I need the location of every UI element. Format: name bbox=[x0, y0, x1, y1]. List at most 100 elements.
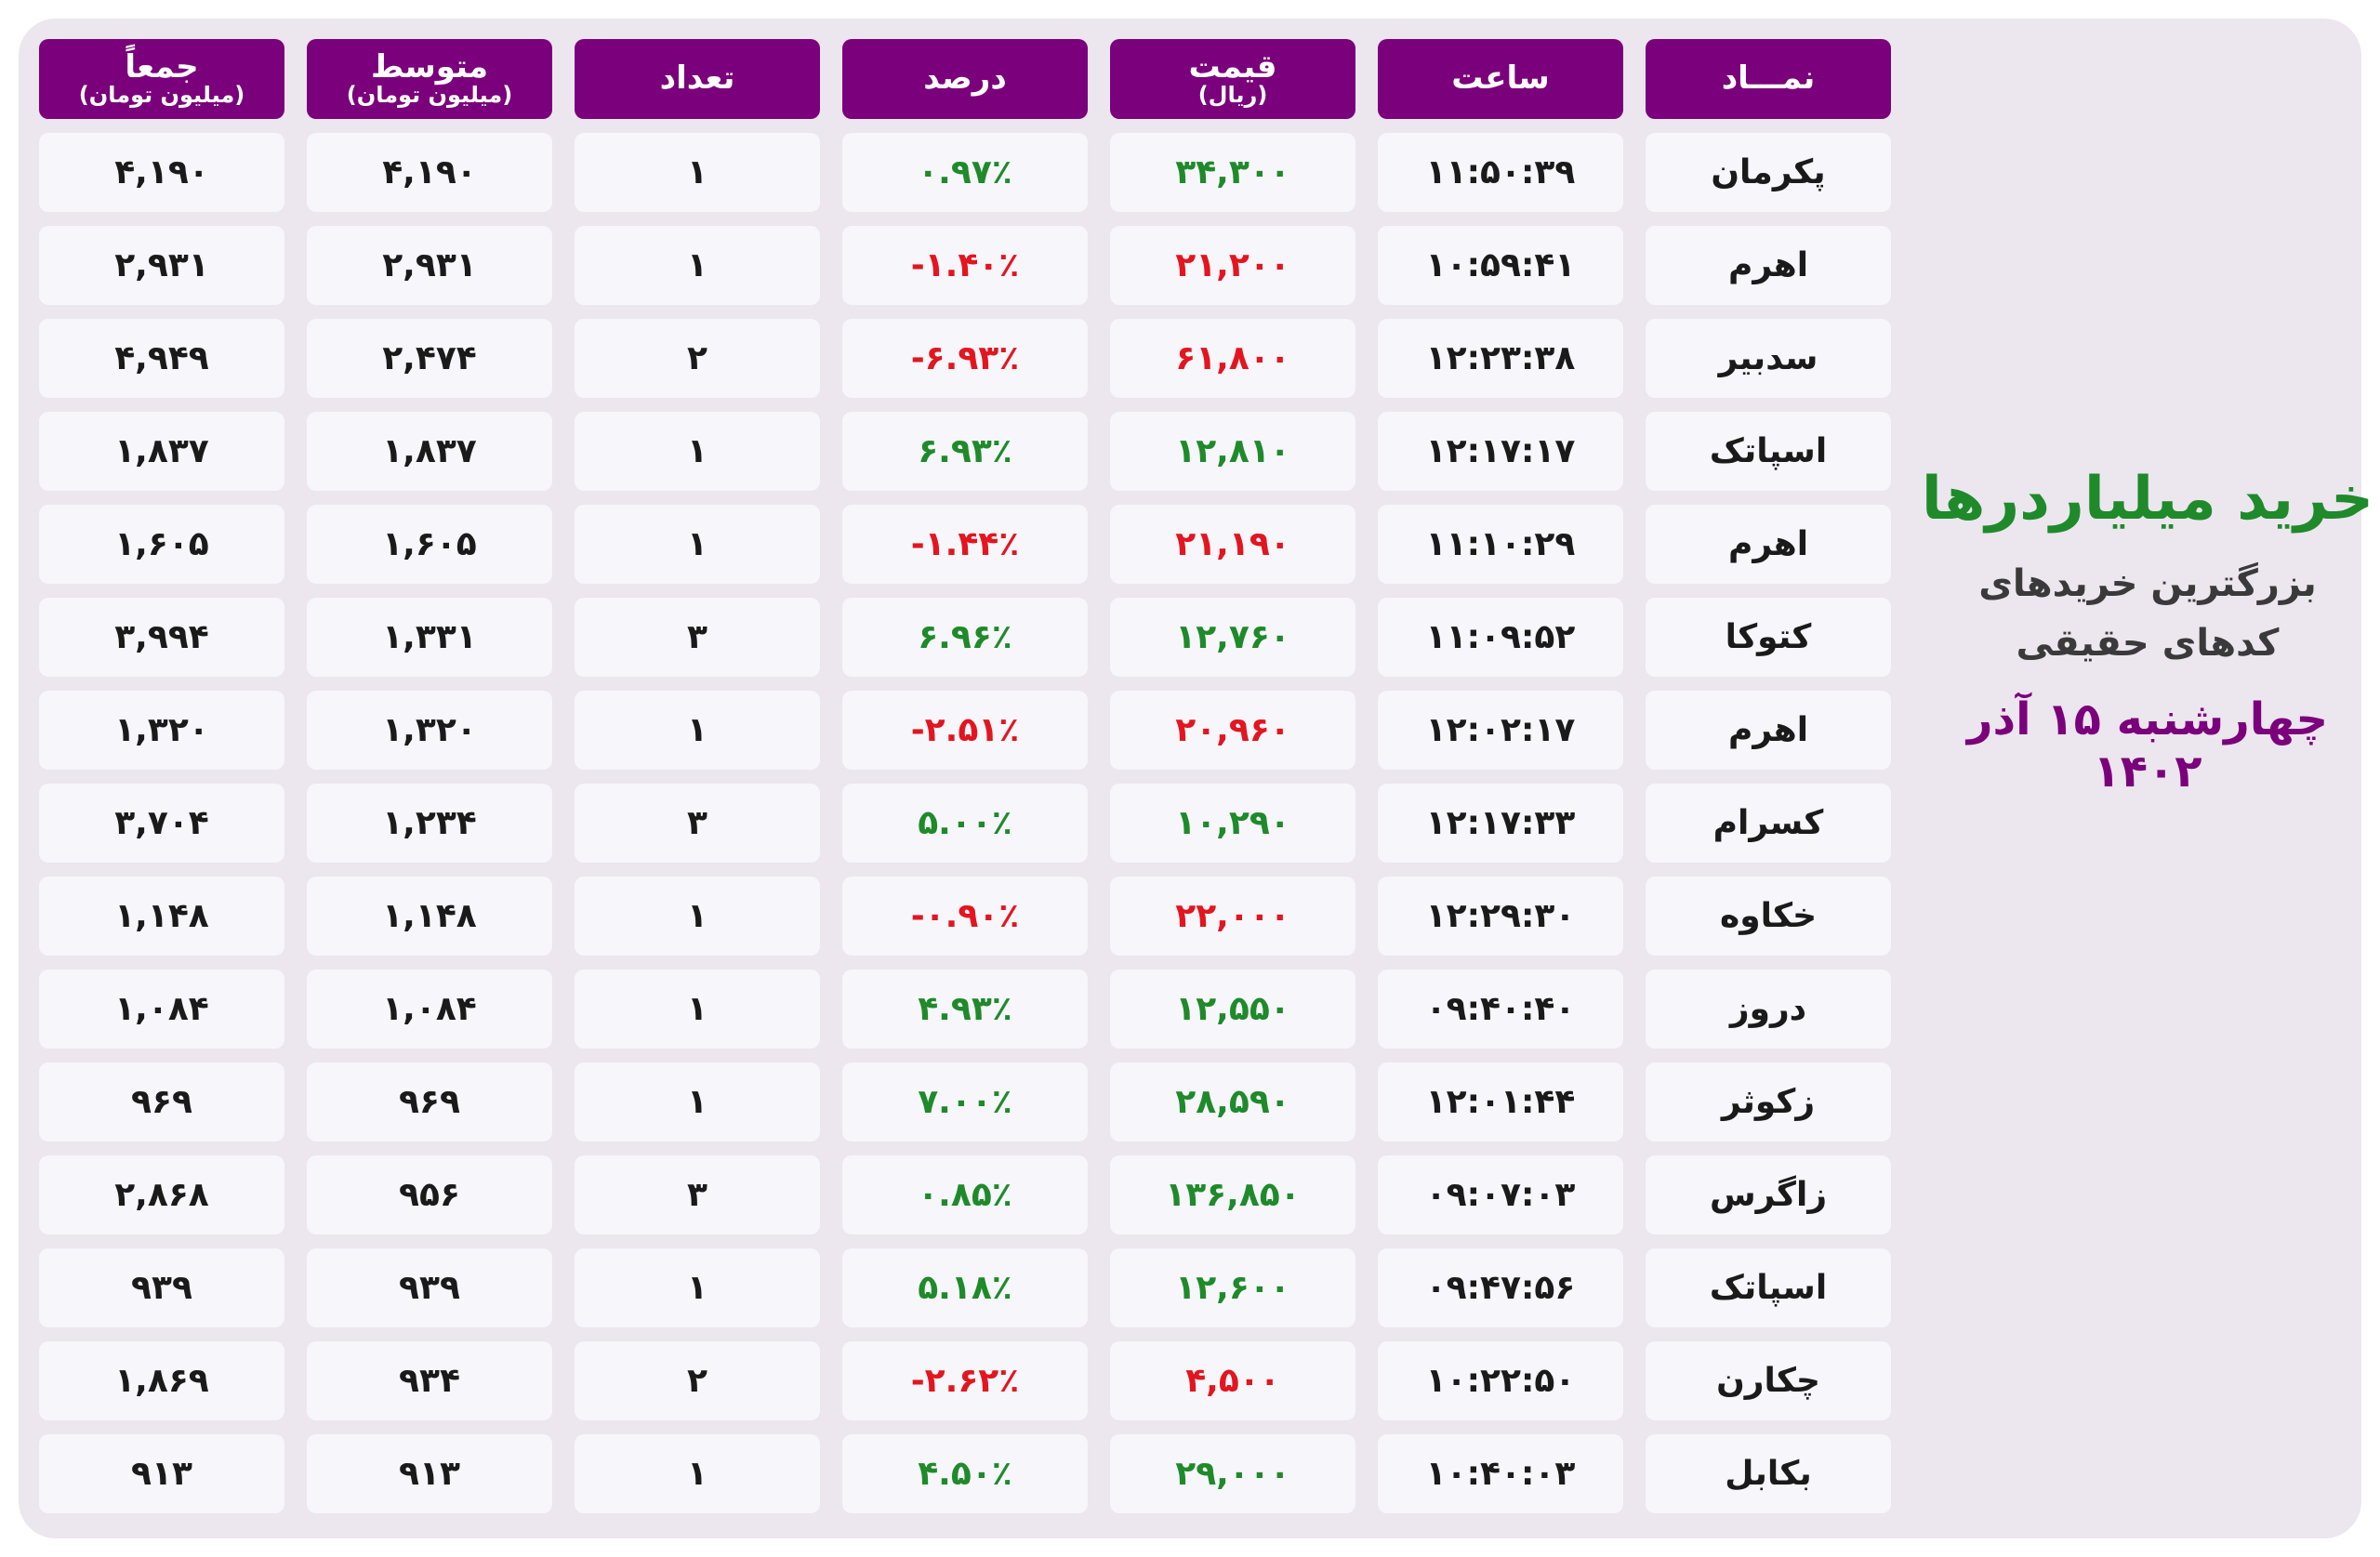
cell-avg: ۹۳۴ bbox=[307, 1341, 552, 1420]
cell-percent: ۶.۹۳٪ bbox=[842, 412, 1088, 491]
cell-time: ۱۲:۲۹:۳۰ bbox=[1378, 877, 1623, 956]
cell-percent: ۴.۵۰٪ bbox=[842, 1434, 1088, 1513]
cell-symbol: کتوکا bbox=[1646, 598, 1891, 677]
cell-time: ۱۲:۱۷:۱۷ bbox=[1378, 412, 1623, 491]
report-date: چهارشنبه ۱۵ آذر ۱۴۰۲ bbox=[1966, 693, 2329, 798]
cell-price: ۲۸,۵۹۰ bbox=[1110, 1062, 1355, 1141]
subtitle-line-2: کدهای حقیقی bbox=[2016, 622, 2280, 665]
cell-count: ۳ bbox=[575, 598, 820, 677]
cell-price: ۱۲,۵۵۰ bbox=[1110, 970, 1355, 1049]
cell-total: ۹۱۳ bbox=[39, 1434, 284, 1513]
cell-avg: ۲,۹۳۱ bbox=[307, 226, 552, 305]
cell-symbol: اسپاتک bbox=[1646, 1248, 1891, 1327]
cell-total: ۱,۸۳۷ bbox=[39, 412, 284, 491]
report-subtitle: بزرگترین خریدهای کدهای حقیقی bbox=[1915, 554, 2380, 673]
cell-percent: ۰.۸۵٪ bbox=[842, 1155, 1088, 1234]
cell-count: ۱ bbox=[575, 1062, 820, 1141]
cell-percent: -۰.۹۰٪ bbox=[842, 877, 1088, 956]
cell-time: ۱۲:۰۲:۱۷ bbox=[1378, 691, 1623, 770]
cell-total: ۹۳۹ bbox=[39, 1248, 284, 1327]
cell-price: ۶۱,۸۰۰ bbox=[1110, 319, 1355, 398]
cell-price: ۱۳۶,۸۵۰ bbox=[1110, 1155, 1355, 1234]
header-time: ساعت bbox=[1378, 39, 1623, 119]
cell-avg: ۹۵۶ bbox=[307, 1155, 552, 1234]
cell-avg: ۱,۰۸۴ bbox=[307, 970, 552, 1049]
trades-table: جمعاً (میلیون تومان) متوسط (میلیون تومان) تع… bbox=[39, 39, 1891, 1513]
cell-price: ۲۱,۱۹۰ bbox=[1110, 505, 1355, 584]
cell-symbol: زاگرس bbox=[1646, 1155, 1891, 1234]
cell-total: ۴,۱۹۰ bbox=[39, 133, 284, 212]
cell-count: ۳ bbox=[575, 1155, 820, 1234]
cell-count: ۳ bbox=[575, 784, 820, 863]
cell-time: ۱۰:۴۰:۰۳ bbox=[1378, 1434, 1623, 1513]
cell-count: ۱ bbox=[575, 1434, 820, 1513]
cell-total: ۱,۳۲۰ bbox=[39, 691, 284, 770]
cell-symbol: بکابل bbox=[1646, 1434, 1891, 1513]
header-label: نمـــاد bbox=[1721, 59, 1816, 98]
cell-avg: ۱,۶۰۵ bbox=[307, 505, 552, 584]
cell-price: ۱۲,۶۰۰ bbox=[1110, 1248, 1355, 1327]
cell-count: ۱ bbox=[575, 877, 820, 956]
cell-avg: ۱,۲۳۴ bbox=[307, 784, 552, 863]
cell-avg: ۱,۳۳۱ bbox=[307, 598, 552, 677]
cell-count: ۱ bbox=[575, 505, 820, 584]
cell-percent: -۲.۶۲٪ bbox=[842, 1341, 1088, 1420]
report-card: جمعاً (میلیون تومان) متوسط (میلیون تومان) تع… bbox=[19, 19, 2373, 1538]
cell-percent: -۱.۴۴٪ bbox=[842, 505, 1088, 584]
cell-price: ۱۲,۷۶۰ bbox=[1110, 598, 1355, 677]
cell-price: ۲۹,۰۰۰ bbox=[1110, 1434, 1355, 1513]
header-avg: متوسط (میلیون تومان) bbox=[307, 39, 552, 119]
report-title: خرید میلیاردرها bbox=[1921, 465, 2374, 534]
header-label: متوسط bbox=[370, 47, 489, 86]
cell-price: ۴,۵۰۰ bbox=[1110, 1341, 1355, 1420]
cell-count: ۱ bbox=[575, 1248, 820, 1327]
cell-symbol: اهرم bbox=[1646, 505, 1891, 584]
cell-avg: ۹۶۹ bbox=[307, 1062, 552, 1141]
cell-total: ۱,۱۴۸ bbox=[39, 877, 284, 956]
cell-total: ۱,۸۶۹ bbox=[39, 1341, 284, 1420]
cell-symbol: اهرم bbox=[1646, 226, 1891, 305]
cell-count: ۲ bbox=[575, 319, 820, 398]
header-label: جمعاً bbox=[125, 47, 199, 86]
cell-price: ۳۴,۳۰۰ bbox=[1110, 133, 1355, 212]
cell-count: ۱ bbox=[575, 691, 820, 770]
cell-count: ۲ bbox=[575, 1341, 820, 1420]
cell-avg: ۲,۴۷۴ bbox=[307, 319, 552, 398]
cell-symbol: دروز bbox=[1646, 970, 1891, 1049]
cell-avg: ۱,۱۴۸ bbox=[307, 877, 552, 956]
header-unit: (میلیون تومان) bbox=[346, 82, 513, 109]
cell-time: ۱۱:۱۰:۲۹ bbox=[1378, 505, 1623, 584]
cell-percent: ۵.۰۰٪ bbox=[842, 784, 1088, 863]
cell-symbol: اهرم bbox=[1646, 691, 1891, 770]
subtitle-line-1: بزرگترین خریدهای bbox=[1978, 562, 2317, 605]
header-label: ساعت bbox=[1451, 59, 1550, 98]
cell-symbol: سدبیر bbox=[1646, 319, 1891, 398]
header-label: قیمت bbox=[1188, 47, 1277, 86]
cell-time: ۱۰:۵۹:۴۱ bbox=[1378, 226, 1623, 305]
cell-symbol: زکوثر bbox=[1646, 1062, 1891, 1141]
cell-time: ۱۲:۰۱:۴۴ bbox=[1378, 1062, 1623, 1141]
cell-symbol: اسپاتک bbox=[1646, 412, 1891, 491]
cell-symbol: کسرام bbox=[1646, 784, 1891, 863]
cell-count: ۱ bbox=[575, 970, 820, 1049]
cell-total: ۱,۶۰۵ bbox=[39, 505, 284, 584]
cell-time: ۰۹:۴۰:۴۰ bbox=[1378, 970, 1623, 1049]
header-total: جمعاً (میلیون تومان) bbox=[39, 39, 284, 119]
cell-price: ۱۰,۲۹۰ bbox=[1110, 784, 1355, 863]
header-symbol: نمـــاد bbox=[1646, 39, 1891, 119]
header-price: قیمت (ریال) bbox=[1110, 39, 1355, 119]
cell-count: ۱ bbox=[575, 226, 820, 305]
header-label: درصد bbox=[923, 59, 1007, 98]
cell-time: ۱۲:۲۳:۳۸ bbox=[1378, 319, 1623, 398]
cell-avg: ۹۳۹ bbox=[307, 1248, 552, 1327]
cell-time: ۱۲:۱۷:۳۳ bbox=[1378, 784, 1623, 863]
header-unit: (میلیون تومان) bbox=[78, 82, 245, 109]
cell-percent: -۲.۵۱٪ bbox=[842, 691, 1088, 770]
cell-percent: ۰.۹۷٪ bbox=[842, 133, 1088, 212]
cell-avg: ۴,۱۹۰ bbox=[307, 133, 552, 212]
cell-symbol: پکرمان bbox=[1646, 133, 1891, 212]
cell-price: ۲۱,۲۰۰ bbox=[1110, 226, 1355, 305]
cell-symbol: چکارن bbox=[1646, 1341, 1891, 1420]
header-unit: (ریال) bbox=[1197, 82, 1268, 109]
cell-percent: -۱.۴۰٪ bbox=[842, 226, 1088, 305]
